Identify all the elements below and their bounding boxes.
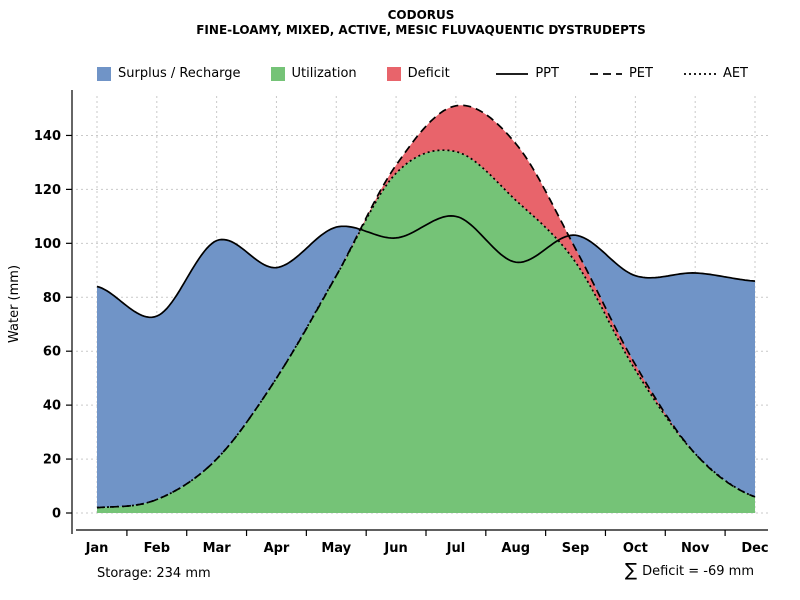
- chart-subtitle: FINE-LOAMY, MIXED, ACTIVE, MESIC FLUVAQU…: [196, 23, 646, 37]
- surplus-swatch-icon: [97, 66, 111, 81]
- y-tick-label: 80: [43, 291, 61, 306]
- legend-item-ppt: PPT: [495, 66, 559, 81]
- y-tick-label: 20: [43, 453, 61, 468]
- y-tick-label: 40: [43, 399, 61, 414]
- legend-item-pet: PET: [589, 66, 653, 81]
- legend-item-surplus: Surplus / Recharge: [97, 66, 241, 81]
- x-tick-label: Sep: [562, 541, 590, 556]
- x-tick-label: Jun: [383, 541, 407, 556]
- utilization-swatch-icon: [270, 66, 285, 81]
- y-tick-label: 140: [34, 129, 61, 144]
- deficit-note-text: Deficit = -69 mm: [642, 563, 754, 579]
- legend: Surplus / Recharge Utilization Deficit P…: [97, 66, 748, 81]
- x-tick-label: Oct: [623, 541, 648, 556]
- area-surplus-recharge: [97, 105, 755, 508]
- y-tick-label: 0: [52, 507, 61, 522]
- x-tick-label: Feb: [144, 541, 170, 556]
- dotted-line-icon: [683, 72, 716, 75]
- x-tick-label: Jan: [85, 541, 109, 556]
- x-tick-label: May: [321, 541, 351, 556]
- legend-label-utilization: Utilization: [291, 66, 357, 81]
- legend-label-pet: PET: [628, 66, 653, 81]
- y-tick-label: 100: [34, 237, 61, 252]
- x-tick-label: Apr: [264, 541, 290, 556]
- area-utilization: [97, 150, 755, 513]
- legend-label-aet: AET: [722, 66, 748, 81]
- chart-title: CODORUS: [387, 8, 455, 22]
- line-pet: [96, 104, 756, 509]
- legend-label-deficit: Deficit: [407, 66, 450, 81]
- solid-line-icon: [496, 72, 529, 75]
- deficit-note: ∑ Deficit = -69 mm: [625, 562, 754, 580]
- x-tick-label: Nov: [681, 541, 710, 556]
- storage-note: Storage: 234 mm: [97, 566, 211, 581]
- line-ppt: [96, 215, 756, 319]
- x-tick-label: Aug: [501, 541, 530, 556]
- y-tick-label: 120: [34, 183, 61, 198]
- chart-header: CODORUS FINE-LOAMY, MIXED, ACTIVE, MESIC…: [72, 8, 770, 38]
- legend-item-utilization: Utilization: [270, 66, 357, 81]
- sigma-icon: ∑: [624, 560, 638, 581]
- legend-item-deficit: Deficit: [386, 66, 450, 81]
- legend-label-ppt: PPT: [535, 66, 559, 81]
- x-tick-label: Jul: [446, 541, 466, 556]
- deficit-swatch-icon: [386, 66, 401, 81]
- y-tick-label: 60: [43, 345, 61, 360]
- dashed-line-icon: [589, 72, 622, 75]
- legend-item-aet: AET: [683, 66, 748, 81]
- y-axis-title: Water (mm): [7, 265, 22, 343]
- x-tick-label: Dec: [741, 541, 768, 556]
- legend-label-surplus: Surplus / Recharge: [118, 66, 241, 81]
- x-tick-label: Mar: [203, 541, 232, 556]
